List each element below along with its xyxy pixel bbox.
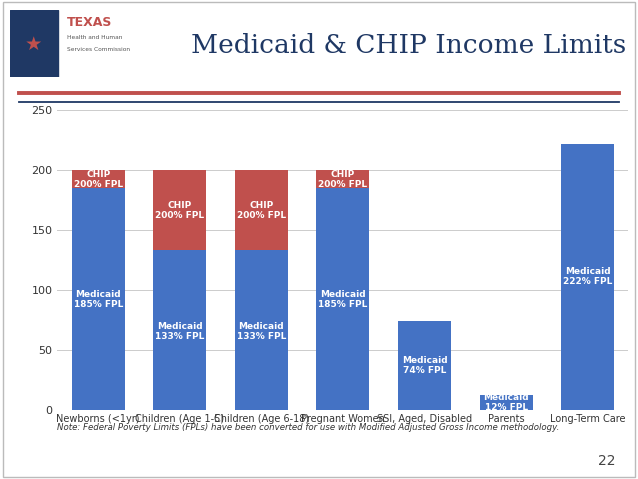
Text: Medicaid
185% FPL: Medicaid 185% FPL <box>73 290 123 309</box>
Bar <box>316 188 369 410</box>
Bar <box>10 10 58 77</box>
Text: Medicaid
222% FPL: Medicaid 222% FPL <box>563 267 612 286</box>
Text: Services Commission: Services Commission <box>67 47 130 52</box>
Text: Note: Federal Poverty Limits (FPLs) have been converted for use with Modified Ad: Note: Federal Poverty Limits (FPLs) have… <box>57 423 560 432</box>
Text: CHIP
200% FPL: CHIP 200% FPL <box>155 201 204 220</box>
Text: ★: ★ <box>25 35 43 54</box>
Text: CHIP
200% FPL: CHIP 200% FPL <box>237 201 286 220</box>
Bar <box>235 250 288 410</box>
Bar <box>235 170 288 250</box>
Bar <box>71 188 124 410</box>
Text: Medicaid & CHIP Income Limits: Medicaid & CHIP Income Limits <box>191 33 627 58</box>
Text: CHIP
200% FPL: CHIP 200% FPL <box>73 170 122 189</box>
Bar <box>316 170 369 188</box>
Text: Medicaid
133% FPL: Medicaid 133% FPL <box>155 322 204 342</box>
Bar <box>153 170 206 250</box>
Text: Health and Human: Health and Human <box>67 35 122 40</box>
Bar <box>153 250 206 410</box>
Text: TEXAS: TEXAS <box>67 16 112 30</box>
Bar <box>398 321 451 410</box>
Text: Medicaid
133% FPL: Medicaid 133% FPL <box>237 322 286 342</box>
Text: Medicaid
12% FPL: Medicaid 12% FPL <box>483 393 529 412</box>
Text: Medicaid
74% FPL: Medicaid 74% FPL <box>402 355 447 375</box>
Bar <box>71 170 124 188</box>
Text: CHIP
200% FPL: CHIP 200% FPL <box>318 170 367 189</box>
Text: Medicaid
185% FPL: Medicaid 185% FPL <box>318 290 367 309</box>
Bar <box>561 144 614 410</box>
Bar <box>480 395 533 410</box>
Text: 22: 22 <box>598 455 616 468</box>
